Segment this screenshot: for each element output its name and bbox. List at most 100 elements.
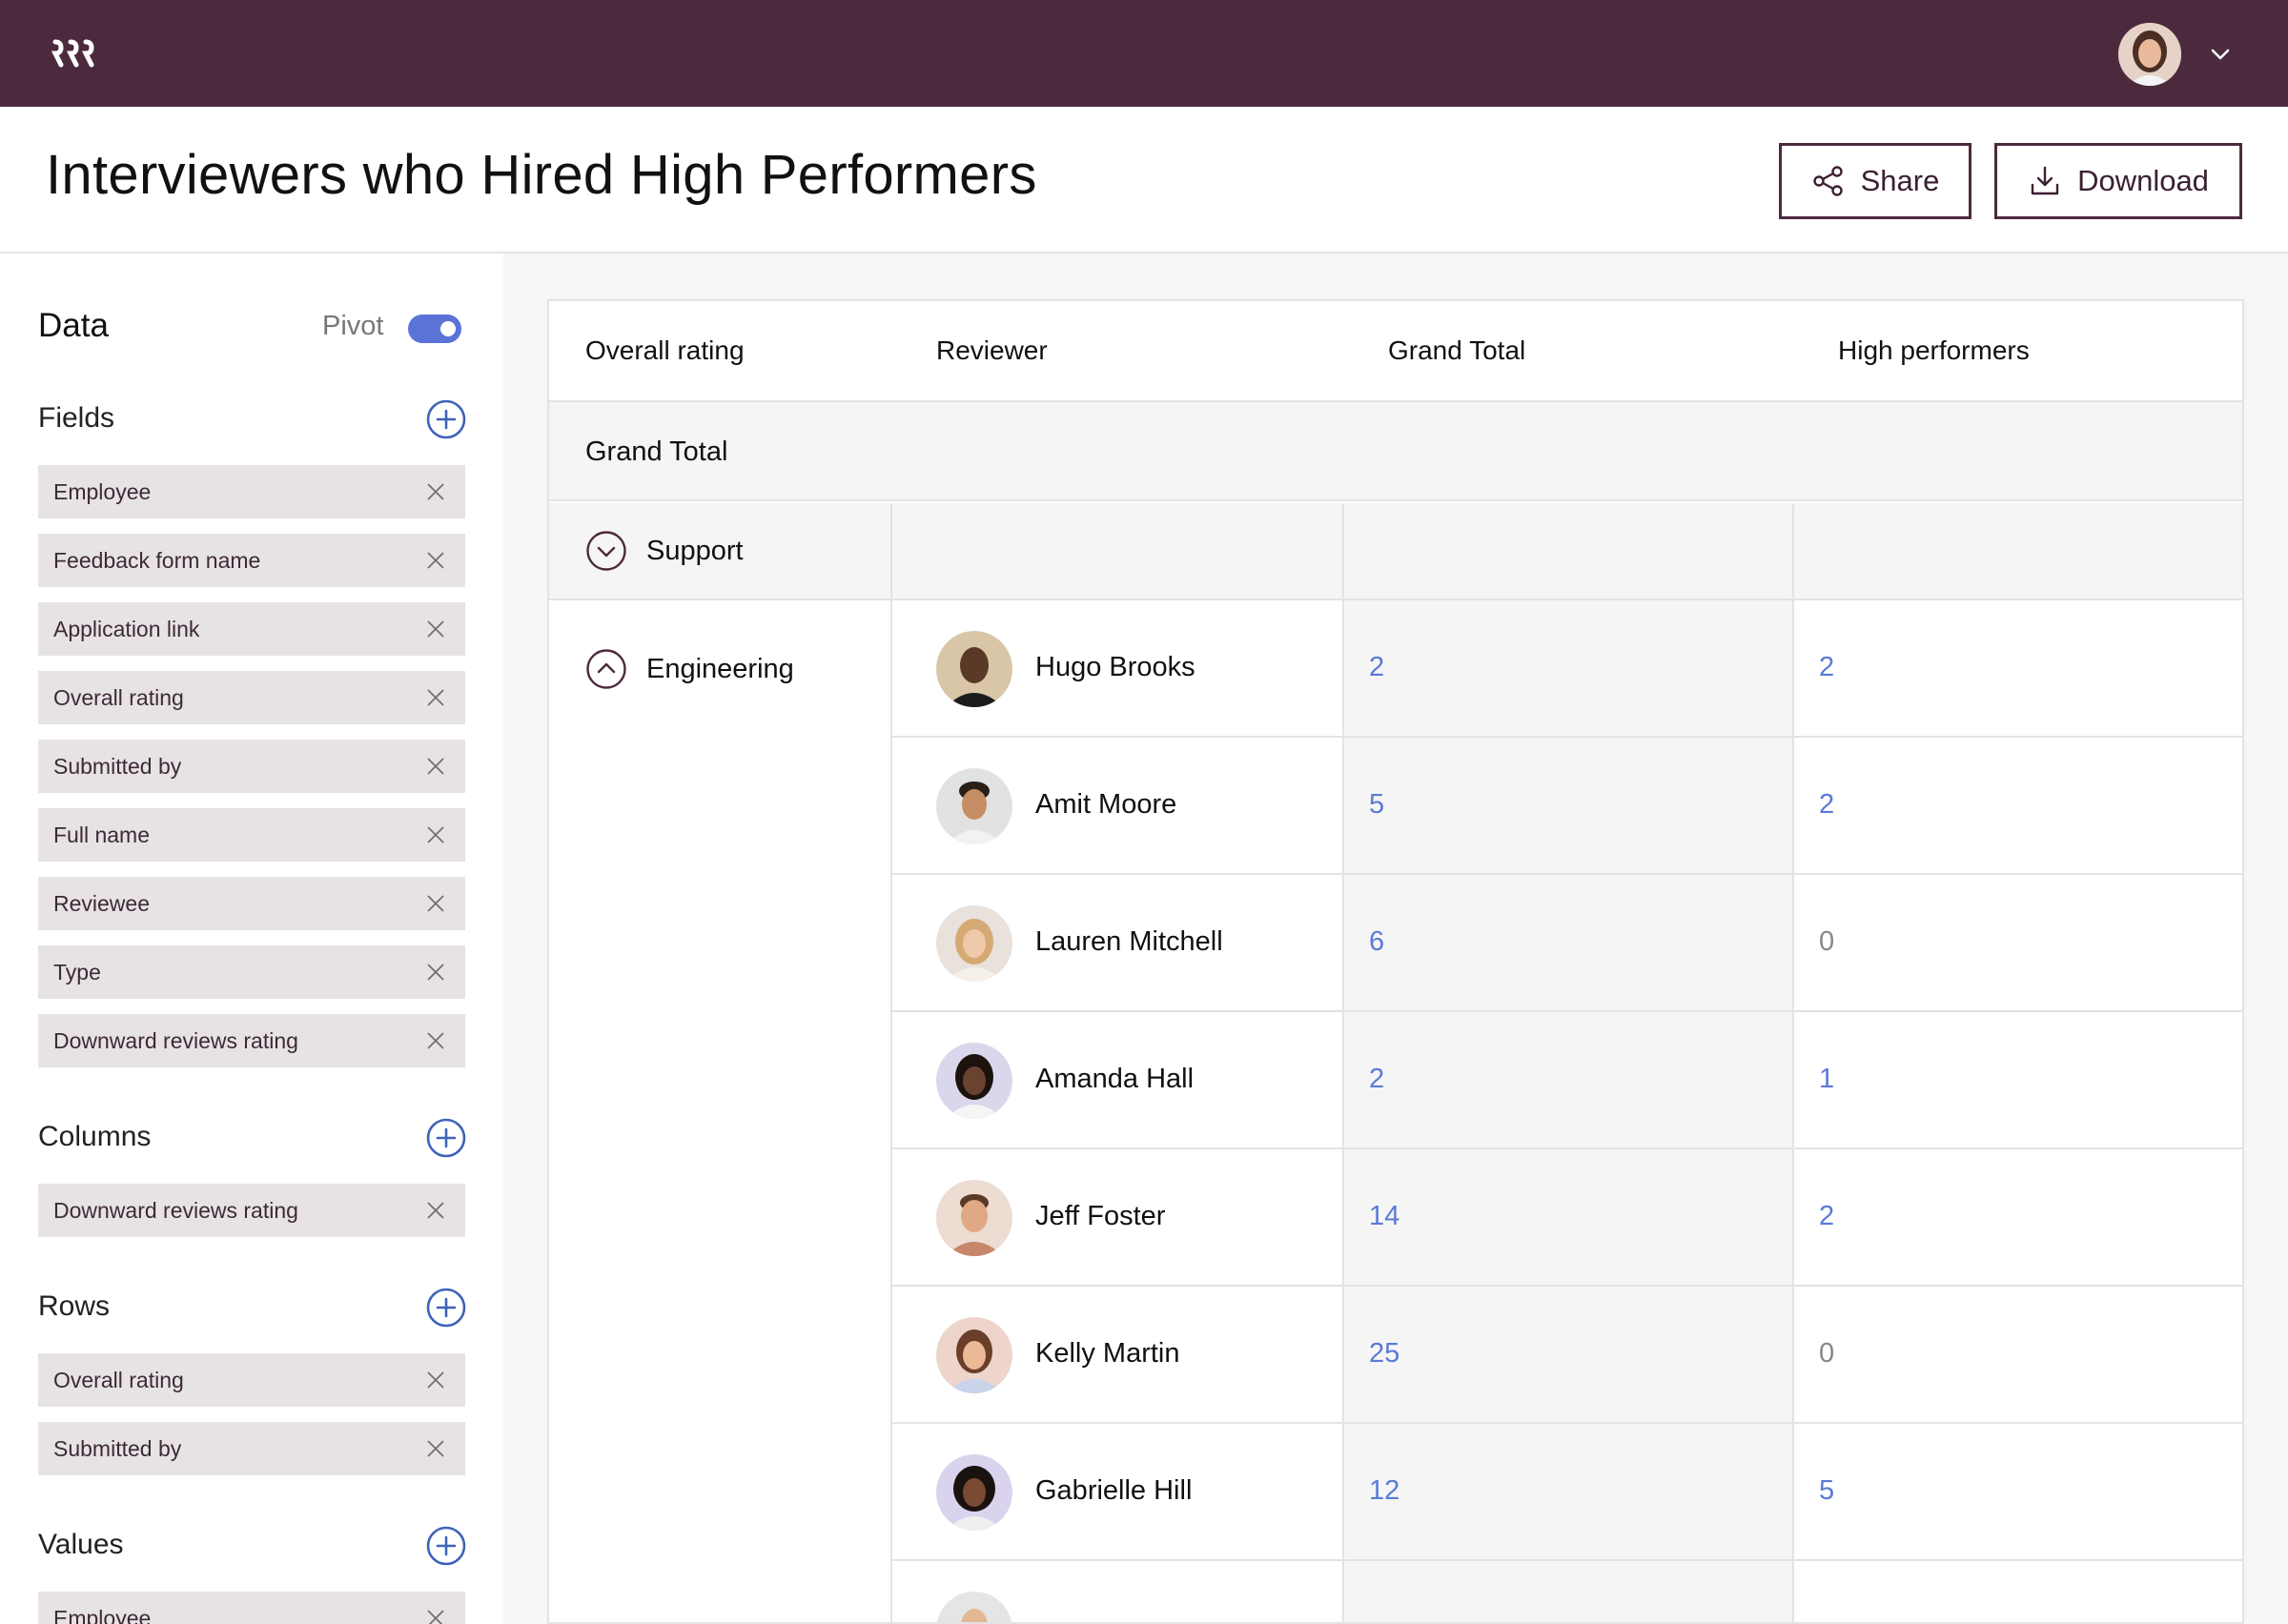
- column-divider: [890, 503, 892, 1622]
- column-header-high-performers[interactable]: High performers: [1838, 335, 2030, 365]
- account-menu-chevron-down-icon[interactable]: [2208, 42, 2233, 67]
- table-row[interactable]: [892, 1561, 2242, 1622]
- remove-close-icon[interactable]: [425, 550, 446, 571]
- remove-close-icon[interactable]: [425, 481, 446, 502]
- group-cell: [549, 503, 892, 599]
- table-row[interactable]: Amanda Hall 2 1: [892, 1012, 2242, 1149]
- reviewer-name: Jeff Foster: [1035, 1201, 1166, 1231]
- high-performers-value[interactable]: 0: [1819, 926, 1835, 957]
- high-performers-value[interactable]: 0: [1819, 1338, 1835, 1369]
- high-performers-value[interactable]: 5: [1819, 1475, 1835, 1506]
- high-performers-value[interactable]: 2: [1819, 1201, 1835, 1231]
- grand-total-value[interactable]: 2: [1369, 652, 1385, 682]
- user-avatar[interactable]: [2118, 23, 2181, 86]
- high-performers-value[interactable]: 1: [1819, 1064, 1835, 1094]
- grand-total-value[interactable]: 5: [1369, 789, 1385, 820]
- remove-close-icon[interactable]: [425, 756, 446, 777]
- table-row[interactable]: Kelly Martin 25 0: [892, 1287, 2242, 1424]
- chip-label: Submitted by: [53, 753, 182, 779]
- chip-label: Overall rating: [53, 1367, 184, 1392]
- high-performers-value[interactable]: 2: [1819, 652, 1835, 682]
- grand-total-row: Grand Total: [549, 402, 2242, 501]
- group-label-support: Support: [646, 536, 744, 566]
- grand-total-value[interactable]: 14: [1369, 1201, 1400, 1231]
- reviewer-name: Lauren Mitchell: [1035, 926, 1223, 957]
- remove-close-icon[interactable]: [425, 962, 446, 983]
- remove-close-icon[interactable]: [425, 1200, 446, 1221]
- reviewer-avatar-icon: [936, 1317, 1012, 1393]
- header-divider: [549, 400, 2242, 402]
- reviewer-avatar: [936, 1180, 1012, 1256]
- values-section-label: Values: [38, 1529, 124, 1560]
- high-performers-value[interactable]: 2: [1819, 789, 1835, 820]
- remove-close-icon[interactable]: [425, 893, 446, 914]
- table-row[interactable]: Gabrielle Hill 12 5: [892, 1424, 2242, 1561]
- reviewer-avatar: [936, 1043, 1012, 1119]
- column-chip[interactable]: Downward reviews rating: [38, 1184, 465, 1237]
- table-row[interactable]: Lauren Mitchell 6 0: [892, 875, 2242, 1012]
- collapse-chevron-up-icon[interactable]: [585, 648, 627, 690]
- remove-close-icon[interactable]: [425, 1438, 446, 1459]
- field-chip[interactable]: Full name: [38, 808, 465, 862]
- reviewer-avatar: [936, 905, 1012, 982]
- grand-total-value[interactable]: 12: [1369, 1475, 1400, 1506]
- reviewer-avatar-icon: [936, 1454, 1012, 1531]
- add-row-plus-icon[interactable]: [425, 1287, 467, 1329]
- chip-label: Employee: [53, 1605, 152, 1624]
- pivot-toggle[interactable]: [408, 315, 461, 343]
- top-bar: [0, 0, 2288, 107]
- grand-total-value[interactable]: 2: [1369, 1064, 1385, 1094]
- column-header-overall-rating[interactable]: Overall rating: [585, 335, 745, 365]
- remove-close-icon[interactable]: [425, 1608, 446, 1624]
- remove-close-icon[interactable]: [425, 687, 446, 708]
- table-row[interactable]: Amit Moore 5 2: [892, 738, 2242, 875]
- field-chip[interactable]: Submitted by: [38, 740, 465, 793]
- field-chip[interactable]: Feedback form name: [38, 534, 465, 587]
- column-header-grand-total[interactable]: Grand Total: [1388, 335, 1526, 365]
- add-field-plus-icon[interactable]: [425, 398, 467, 440]
- company-logo-icon[interactable]: [51, 36, 101, 71]
- remove-close-icon[interactable]: [425, 1370, 446, 1391]
- row-chip[interactable]: Submitted by: [38, 1422, 465, 1475]
- expand-chevron-down-icon[interactable]: [585, 530, 627, 572]
- field-chip[interactable]: Employee: [38, 465, 465, 518]
- share-icon: [1812, 166, 1843, 196]
- rows-section-label: Rows: [38, 1290, 111, 1322]
- pivot-table: Overall rating Reviewer Grand Total High…: [547, 299, 2244, 1624]
- chip-label: Reviewee: [53, 890, 150, 916]
- grand-total-value[interactable]: 25: [1369, 1338, 1400, 1369]
- page-header: Interviewers who Hired High Performers S…: [0, 107, 2288, 254]
- row-chip[interactable]: Overall rating: [38, 1353, 465, 1407]
- data-sidebar: Data Pivot Fields Employee Feedback form…: [0, 254, 503, 1624]
- field-chip[interactable]: Reviewee: [38, 877, 465, 930]
- grand-total-value[interactable]: 6: [1369, 926, 1385, 957]
- share-button[interactable]: Share: [1779, 143, 1971, 219]
- chip-label: Employee: [53, 478, 152, 504]
- remove-close-icon[interactable]: [425, 619, 446, 639]
- download-button-label: Download: [2077, 164, 2209, 197]
- remove-close-icon[interactable]: [425, 824, 446, 845]
- add-column-plus-icon[interactable]: [425, 1117, 467, 1159]
- download-button[interactable]: Download: [1994, 143, 2242, 219]
- reviewer-name: Amanda Hall: [1035, 1064, 1195, 1094]
- field-chip[interactable]: Application link: [38, 602, 465, 656]
- field-chip[interactable]: Overall rating: [38, 671, 465, 724]
- field-chip[interactable]: Downward reviews rating: [38, 1014, 465, 1067]
- field-chip[interactable]: Type: [38, 945, 465, 999]
- reviewer-avatar-icon: [936, 768, 1012, 844]
- chip-label: Full name: [53, 822, 150, 847]
- add-value-plus-icon[interactable]: [425, 1525, 467, 1567]
- value-chip[interactable]: Employee: [38, 1592, 465, 1624]
- reviewer-avatar: [936, 1592, 1012, 1622]
- table-row[interactable]: Hugo Brooks 2 2: [892, 600, 2242, 738]
- column-header-reviewer[interactable]: Reviewer: [936, 335, 1048, 365]
- pivot-label: Pivot: [322, 311, 384, 341]
- reviewer-name: Kelly Martin: [1035, 1338, 1180, 1369]
- grand-total-column-bg: [1344, 600, 1794, 1622]
- columns-section-label: Columns: [38, 1121, 152, 1152]
- table-row[interactable]: Jeff Foster 14 2: [892, 1149, 2242, 1287]
- share-button-label: Share: [1860, 164, 1940, 197]
- remove-close-icon[interactable]: [425, 1030, 446, 1051]
- reviewer-avatar: [936, 1317, 1012, 1393]
- page-title: Interviewers who Hired High Performers: [46, 144, 1037, 206]
